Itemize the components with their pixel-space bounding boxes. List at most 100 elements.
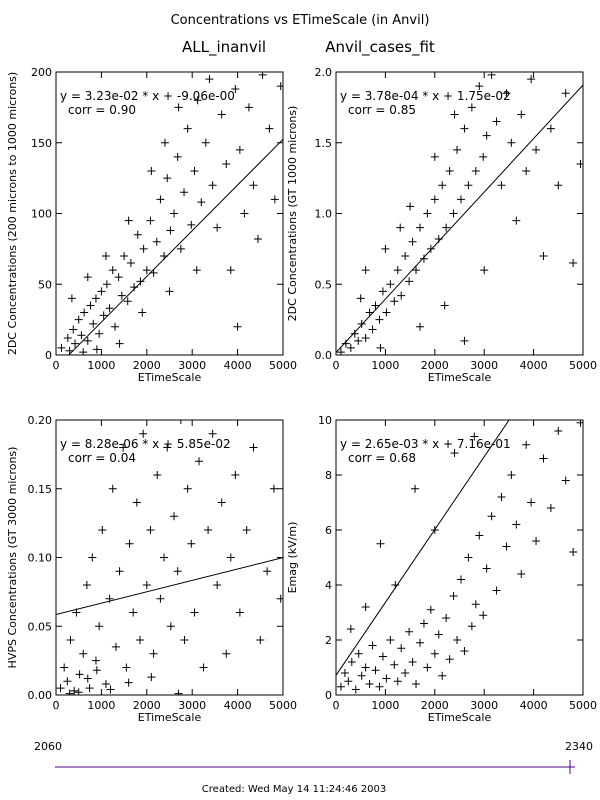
data-point: [502, 89, 511, 98]
data-point: [95, 329, 104, 338]
data-point: [479, 611, 488, 620]
data-point: [470, 432, 479, 441]
data-point: [135, 636, 144, 644]
data-point: [83, 336, 92, 345]
data-point: [117, 291, 126, 300]
x-tick-label: 4000: [224, 699, 252, 712]
data-point: [67, 294, 76, 303]
data-point: [393, 677, 402, 686]
data-point: [479, 152, 488, 161]
data-point: [204, 526, 213, 534]
data-point: [502, 542, 511, 551]
data-point: [240, 209, 249, 218]
data-point: [357, 319, 366, 328]
data-point: [527, 75, 536, 84]
data-point: [83, 273, 92, 282]
data-point: [375, 682, 384, 691]
data-point: [532, 537, 541, 545]
data-point: [126, 259, 135, 268]
data-point: [89, 319, 98, 328]
data-point: [546, 124, 555, 133]
data-point: [576, 420, 583, 427]
data-point: [195, 457, 204, 466]
x-tick-label: 4000: [224, 359, 252, 372]
data-point: [475, 531, 484, 540]
y-tick-label: 1.0: [315, 208, 333, 221]
y-tick-label: 50: [38, 278, 52, 291]
data-points: [57, 72, 283, 355]
data-point: [208, 429, 217, 438]
data-point: [445, 167, 454, 176]
x-tick-label: 2000: [133, 359, 161, 372]
data-point: [105, 304, 114, 313]
data-point: [244, 103, 253, 112]
data-point: [357, 671, 366, 680]
x-axis-label: ETimeScale: [428, 711, 492, 724]
data-point: [561, 89, 570, 98]
fit-equation: y = 8.28e-06 * x + 5.85e-02: [60, 437, 231, 451]
data-point: [512, 216, 521, 225]
data-point: [361, 334, 370, 343]
data-point: [371, 301, 380, 310]
y-tick-label: 0.0: [315, 349, 333, 362]
data-point: [136, 277, 145, 286]
data-point: [102, 280, 111, 289]
data-point: [464, 181, 473, 190]
data-point: [60, 663, 69, 672]
data-point: [408, 237, 417, 246]
data-point: [393, 266, 402, 275]
data-point: [460, 336, 469, 345]
data-point: [401, 669, 410, 677]
data-point: [235, 145, 244, 154]
correlation-label: corr = 0.68: [348, 451, 416, 465]
data-point: [199, 663, 208, 672]
x-tick-label: 4000: [520, 699, 548, 712]
data-point: [376, 539, 385, 548]
x-tick-label: 0: [333, 359, 340, 372]
figure-title: Concentrations vs ETimeScale (in Anvil): [171, 13, 430, 28]
data-point: [79, 649, 88, 658]
fit-line: [68, 138, 283, 355]
data-point: [242, 526, 251, 534]
data-point: [99, 311, 108, 320]
data-point: [249, 181, 258, 190]
y-tick-label: 150: [31, 137, 52, 150]
data-point: [438, 671, 447, 680]
data-point: [361, 266, 370, 275]
data-point: [440, 301, 449, 310]
data-point: [187, 539, 196, 548]
data-point: [205, 75, 214, 84]
data-point: [256, 636, 265, 644]
data-point: [91, 656, 100, 665]
data-point: [138, 308, 147, 317]
data-point: [415, 223, 424, 232]
data-point: [396, 223, 405, 232]
data-point: [183, 124, 192, 133]
data-point: [430, 152, 439, 161]
data-point: [192, 266, 201, 275]
data-point: [480, 266, 489, 275]
data-point: [340, 669, 349, 677]
data-point: [347, 658, 356, 666]
subtitle-left: ALL_inanvil: [182, 38, 266, 57]
data-point: [401, 251, 410, 260]
data-point: [163, 443, 172, 452]
data-point: [415, 322, 424, 331]
y-tick-label: 0.10: [28, 552, 53, 565]
data-point: [226, 553, 235, 562]
data-point: [371, 666, 380, 675]
data-point: [139, 429, 148, 438]
data-point: [63, 334, 72, 343]
data-point: [95, 622, 104, 631]
data-point: [430, 649, 439, 658]
data-point: [142, 266, 151, 275]
y-tick-label: 2: [325, 634, 332, 647]
data-point: [201, 138, 210, 147]
x-tick-label: 3000: [470, 359, 498, 372]
data-point: [231, 471, 240, 479]
data-point: [153, 471, 162, 479]
data-point: [382, 674, 391, 683]
y-axis-label: Emag (kV/m): [286, 522, 299, 594]
data-point: [426, 605, 435, 614]
data-point: [231, 84, 240, 93]
